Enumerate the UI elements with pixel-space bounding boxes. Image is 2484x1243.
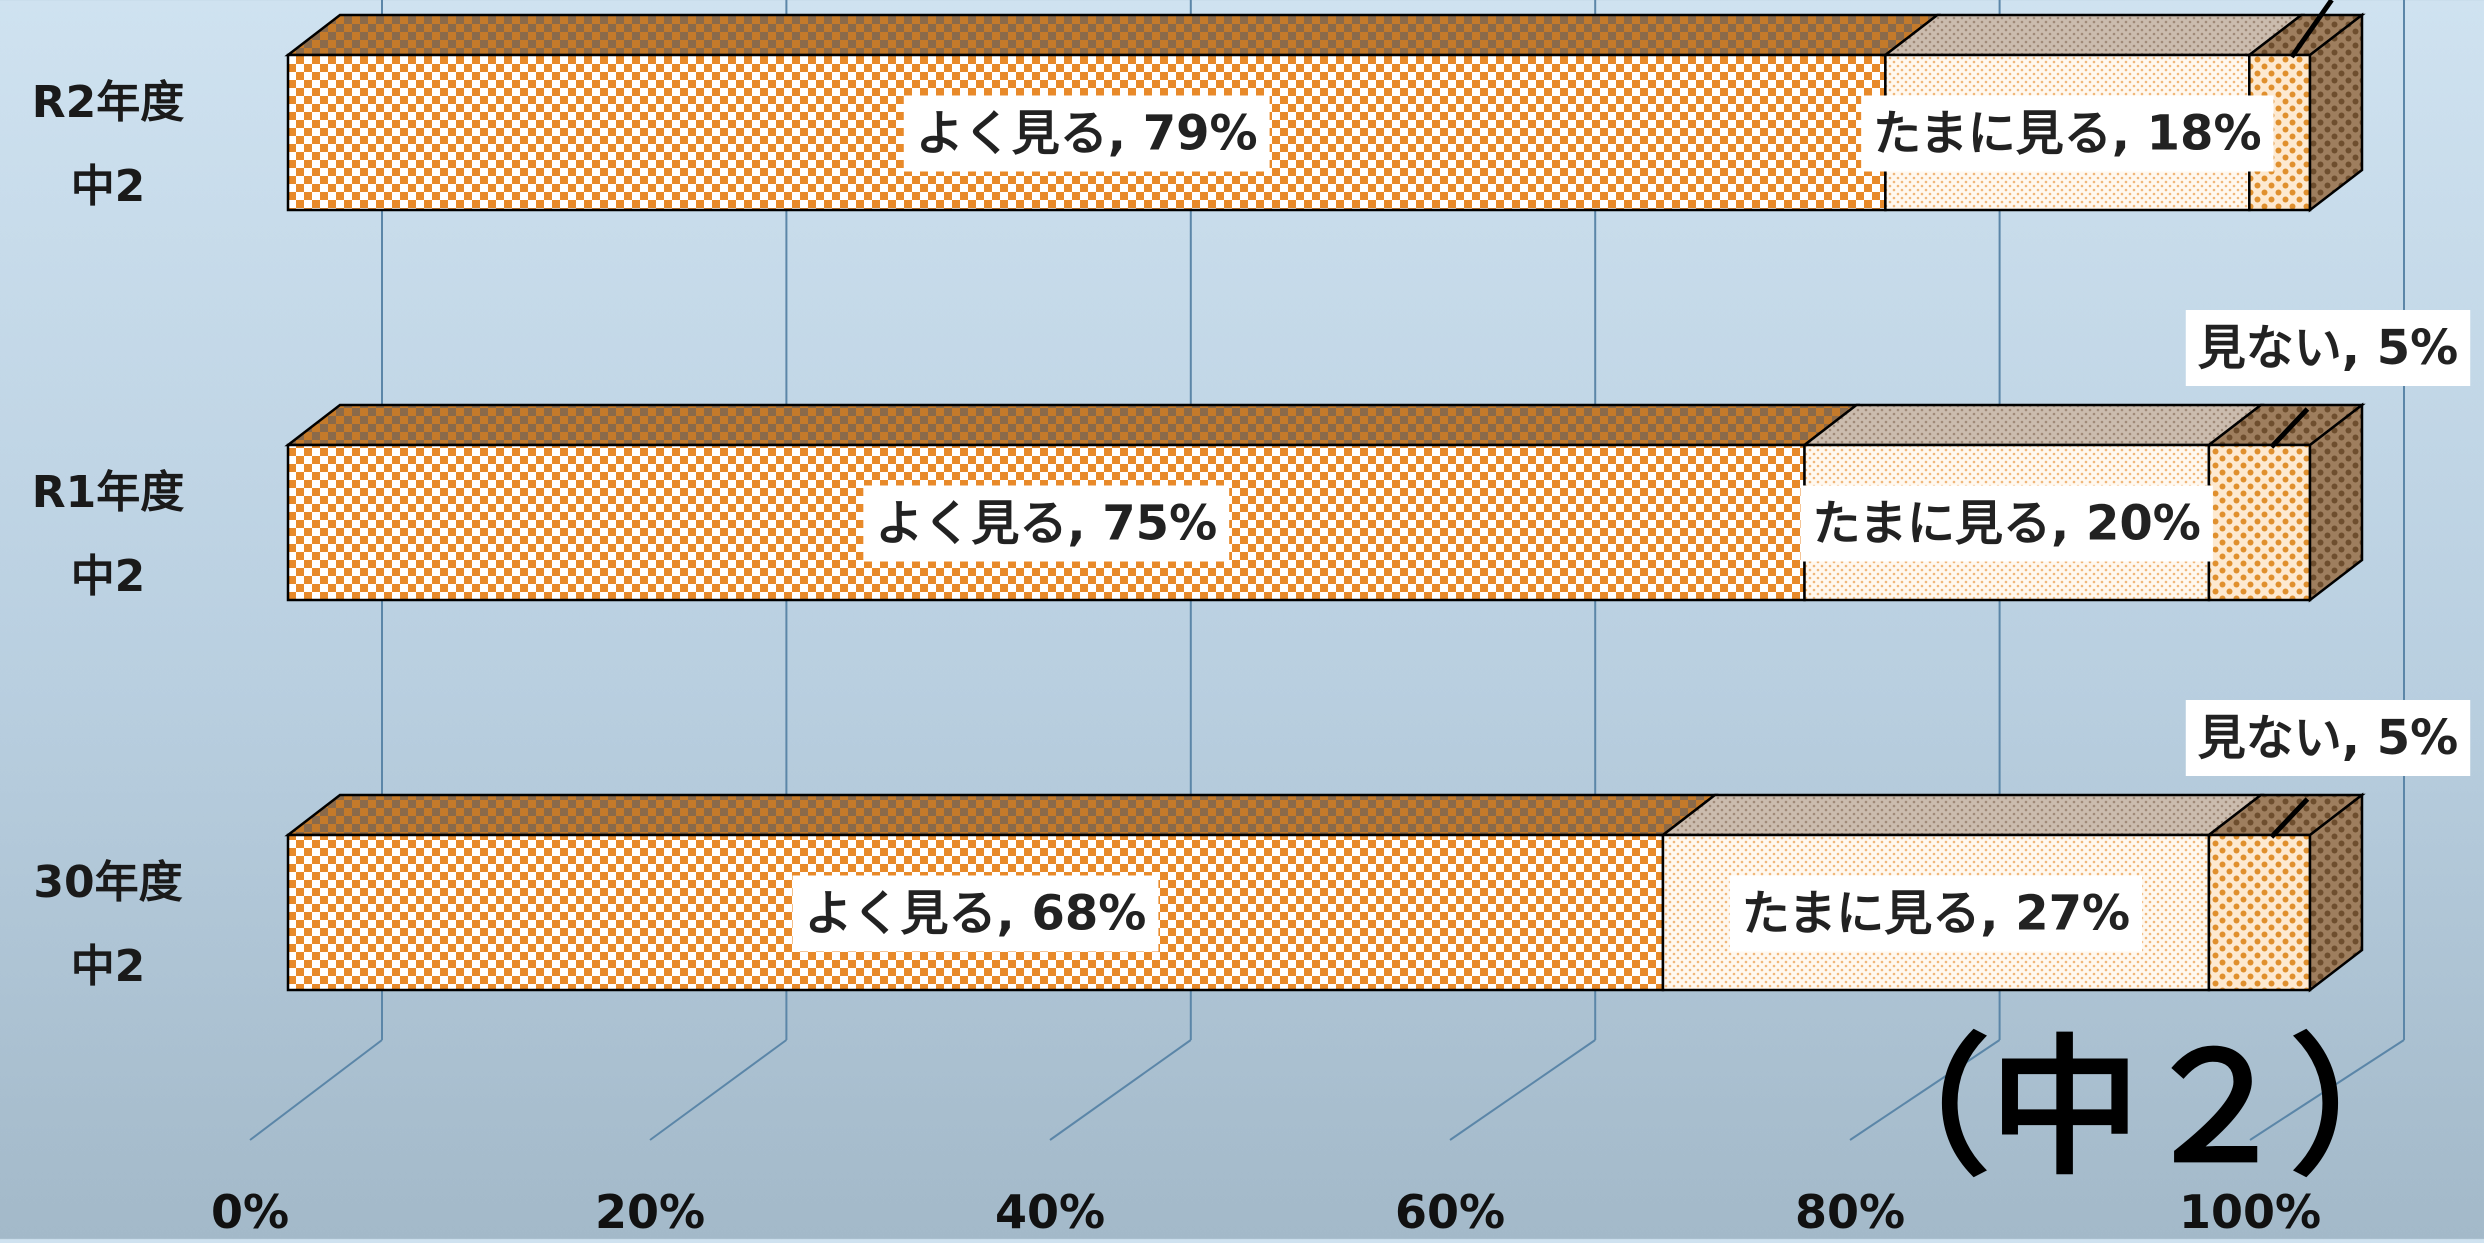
svg-text:たまに見る, 27%: たまに見る, 27% xyxy=(1742,886,2130,942)
svg-text:よく見る, 75%: よく見る, 75% xyxy=(875,496,1217,552)
data-labels: よく見る, 79% たまに見る, 18% よく見る, 75% たまに見る, 20% 見な… xyxy=(792,0,2471,952)
floor-gridline xyxy=(1449,1039,1596,1141)
x-tick-label: 40% xyxy=(995,1185,1105,1239)
bar-side-face xyxy=(2308,12,2364,213)
data-label: たまに見る, 18% xyxy=(1861,95,2274,172)
bar-side-face xyxy=(2308,792,2364,993)
data-label: よく見る, 68% xyxy=(792,875,1159,952)
category-label: 30年度中2 xyxy=(33,857,182,992)
svg-text:たまに見る, 18%: たまに見る, 18% xyxy=(1873,106,2261,162)
label-leader-line xyxy=(2269,797,2310,839)
x-tick-label: 20% xyxy=(595,1185,705,1239)
label-leader-line xyxy=(2269,407,2310,449)
bar-side-face xyxy=(2308,402,2364,603)
bar-top-face xyxy=(1800,403,2265,447)
category-label: R1年度中2 xyxy=(32,467,185,602)
data-label: よく見る, 79% xyxy=(903,95,1270,172)
x-tick-label: 0% xyxy=(211,1185,289,1239)
data-label: 見ない, 5% xyxy=(2185,310,2471,386)
x-tick-label: 60% xyxy=(1395,1185,1505,1239)
floor-gridline xyxy=(249,1039,383,1141)
svg-text:見ない, 5%: 見ない, 5% xyxy=(2198,710,2458,766)
data-label: 見ない, 5% xyxy=(2185,700,2471,776)
bar-segment xyxy=(2207,443,2312,602)
panel-annotation: （中２） xyxy=(1840,1022,2440,1196)
floor-gridline xyxy=(1849,1039,2001,1141)
svg-text:よく見る, 79%: よく見る, 79% xyxy=(916,106,1258,162)
bar-top-face xyxy=(1881,13,2306,57)
svg-text:見ない, 5%: 見ない, 5% xyxy=(2198,320,2458,376)
data-label: たまに見る, 20% xyxy=(1800,485,2213,562)
axes: 0% 20% 40% 60% 80% 100% R2年度中2 R1年度中2 30年度中2 xyxy=(32,77,2321,1239)
floor-gridline xyxy=(1049,1039,1192,1141)
bar-segment xyxy=(2207,833,2312,992)
svg-text:よく見る, 68%: よく見る, 68% xyxy=(805,886,1147,942)
floor-gridline xyxy=(2249,1039,2405,1141)
floor-gridline xyxy=(649,1039,787,1141)
bars xyxy=(284,12,2366,993)
data-label: よく見る, 75% xyxy=(863,485,1230,562)
category-label: R2年度中2 xyxy=(32,77,185,212)
svg-text:たまに見る, 20%: たまに見る, 20% xyxy=(1812,496,2200,552)
bar-top-face xyxy=(1659,793,2265,837)
bar-top-face xyxy=(284,793,1719,837)
data-label: たまに見る, 27% xyxy=(1729,875,2143,952)
bar-top-face xyxy=(284,403,1861,447)
x-tick-label: 100% xyxy=(2179,1185,2321,1239)
x-tick-label: 80% xyxy=(1795,1185,1905,1239)
label-leader-line xyxy=(2289,0,2334,59)
bar-top-face xyxy=(284,13,1942,57)
